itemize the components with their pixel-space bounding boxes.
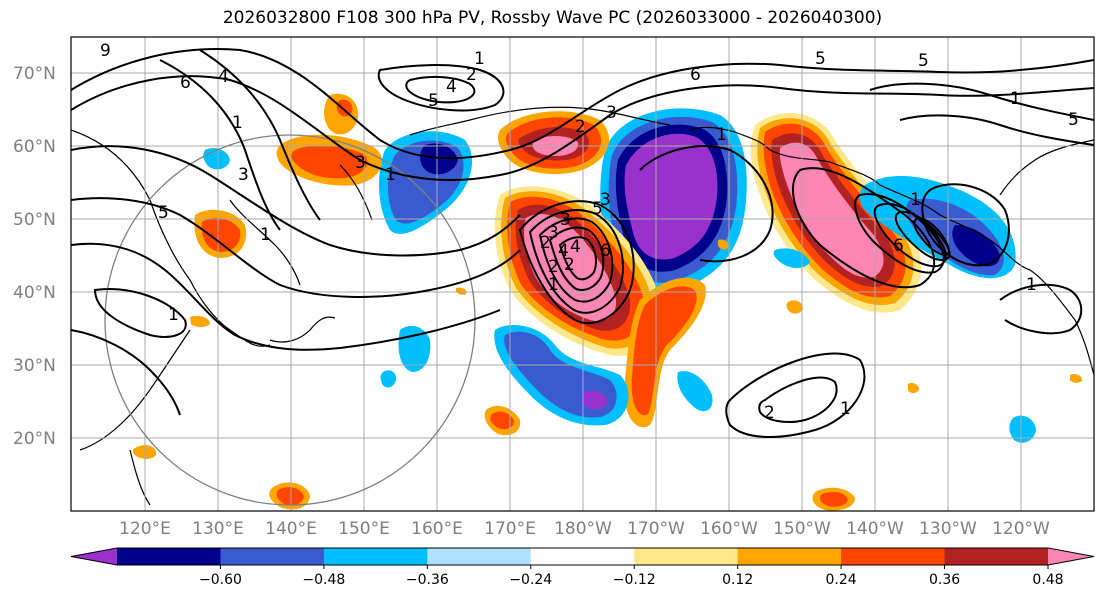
lat-label-40n: 40°N xyxy=(13,283,56,303)
contour-label: 2 xyxy=(466,65,477,85)
lon-label: 160°E xyxy=(411,519,463,539)
lon-label: 140°E xyxy=(265,519,317,539)
latitude-labels: 70°N 60°N 50°N 40°N 30°N 20°N xyxy=(13,64,56,449)
lat-label-60n: 60°N xyxy=(13,137,56,157)
colorbar-tick-label: 0.24 xyxy=(826,572,857,588)
contour-label: 5 xyxy=(918,51,929,71)
colorbar-segment xyxy=(220,548,325,565)
contour-label: 4 xyxy=(558,241,569,261)
colorbar-tick-label: −0.48 xyxy=(302,572,345,588)
lon-label: 150°W xyxy=(773,519,831,539)
contour-label: 3 xyxy=(600,190,611,210)
colorbar-tick-label: 0.12 xyxy=(722,572,753,588)
contour-label: 6 xyxy=(893,236,904,256)
contour-label: 5 xyxy=(815,49,826,69)
contour-label: 1 xyxy=(474,49,485,69)
lat-label-30n: 30°N xyxy=(13,356,56,376)
lon-label: 150°E xyxy=(338,519,390,539)
colorbar-segment xyxy=(530,548,635,565)
pc-shading xyxy=(132,93,1083,511)
lat-label-50n: 50°N xyxy=(13,210,56,230)
lon-label: 130°W xyxy=(919,519,977,539)
colorbar-extend-max xyxy=(1048,548,1094,565)
contour-label: 1 xyxy=(840,399,851,419)
contour-label: 5 xyxy=(158,203,169,223)
colorbar-tick-label: −0.36 xyxy=(406,572,449,588)
lon-label: 160°W xyxy=(700,519,758,539)
contour-label: 4 xyxy=(570,237,581,257)
contour-label: 2 xyxy=(540,233,551,253)
lon-label: 120°W xyxy=(992,519,1050,539)
contour-label: 3 xyxy=(548,223,559,243)
colorbar-segment xyxy=(944,548,1049,565)
contour-label: 6 xyxy=(180,73,191,93)
colorbar-extend-min xyxy=(71,548,117,565)
contour-label: 2 xyxy=(575,117,586,137)
contour-label: 1 xyxy=(716,125,727,145)
lon-label: 130°E xyxy=(192,519,244,539)
lon-label: 180°W xyxy=(554,519,612,539)
lon-label: 170°W xyxy=(627,519,685,539)
map-title: 2026032800 F108 300 hPa PV, Rossby Wave … xyxy=(222,8,883,28)
pv-contours xyxy=(71,48,1094,438)
contour-label: 1 xyxy=(548,275,559,295)
colorbar-segment xyxy=(117,548,221,565)
contour-label: 3 xyxy=(355,153,366,173)
colorbar-outline xyxy=(70,547,1095,566)
contour-label: 5 xyxy=(592,199,603,219)
lon-label: 140°W xyxy=(846,519,904,539)
contour-label: 3 xyxy=(606,103,617,123)
contour-label: 3 xyxy=(238,165,249,185)
longitude-labels: 120°E 130°E 140°E 150°E 160°E 170°E 180°… xyxy=(119,519,1050,539)
contour-label: 1 xyxy=(1026,275,1037,295)
contour-label: 4 xyxy=(218,67,229,87)
colorbar-tick-label: −0.24 xyxy=(509,572,552,588)
map-frame xyxy=(70,36,1095,512)
colorbar-segment xyxy=(427,548,532,565)
contour-label: 1 xyxy=(910,190,921,210)
colorbar-tick-label: 0.48 xyxy=(1032,572,1063,588)
contour-label: 2 xyxy=(764,403,775,423)
colorbar-segment xyxy=(323,548,428,565)
contour-label: 3 xyxy=(560,210,571,230)
contour-label: 6 xyxy=(690,65,701,85)
contour-label: 4 xyxy=(446,77,457,97)
colorbar: −0.60 −0.48 −0.36 −0.24 −0.12 0.12 0.24 0.36 0.4… xyxy=(70,547,1095,588)
coastlines xyxy=(71,106,1094,506)
contour-label: 1 xyxy=(168,305,179,325)
colorbar-segment xyxy=(737,548,842,565)
colorbar-segment xyxy=(634,548,739,565)
lon-label: 120°E xyxy=(119,519,171,539)
colorbar-segment xyxy=(841,548,946,565)
colorbar-tick-label: 0.36 xyxy=(929,572,960,588)
lat-label-20n: 20°N xyxy=(13,429,56,449)
contour-labels: 9 1 6 4 1 3 5 1 3 2 4 5 1 2 3 2 3 4 5 1 … xyxy=(100,41,1079,423)
contour-label: 5 xyxy=(1068,110,1079,130)
contour-label: 2 xyxy=(548,257,559,277)
contour-label: 1 xyxy=(260,225,271,245)
contour-label: 1 xyxy=(1010,89,1021,109)
lon-label: 170°E xyxy=(484,519,536,539)
colorbar-tick-label: −0.60 xyxy=(199,572,242,588)
contour-label: 6 xyxy=(600,241,611,261)
colorbar-tick-label: −0.12 xyxy=(613,572,656,588)
contour-label: 2 xyxy=(564,255,575,275)
contour-label: 1 xyxy=(385,165,396,185)
contour-label: 5 xyxy=(428,91,439,111)
contour-label: 1 xyxy=(232,113,243,133)
lat-label-70n: 70°N xyxy=(13,64,56,84)
contour-label: 9 xyxy=(100,41,111,61)
